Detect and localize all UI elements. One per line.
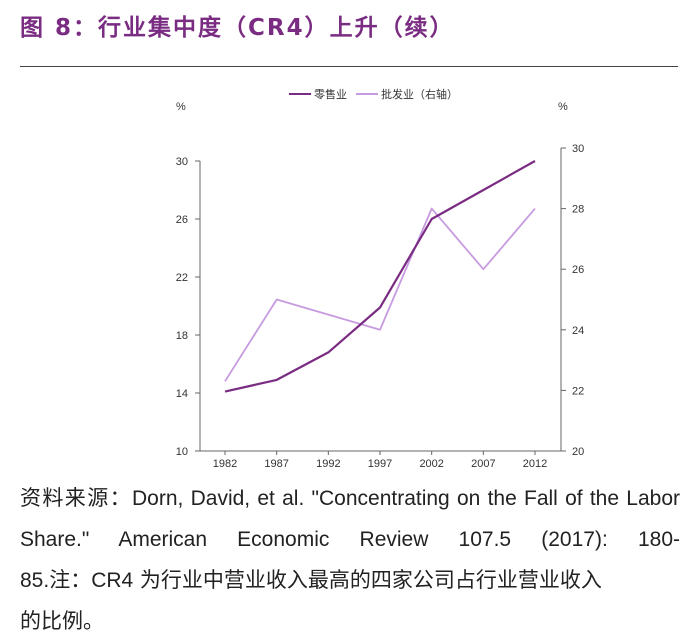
legend-label-retail: 零售业 bbox=[314, 87, 347, 101]
x-tick-label-2002: 2002 bbox=[419, 458, 443, 470]
source-note: 资料来源：Dorn, David, et al. "Concentrating … bbox=[20, 478, 680, 642]
right-axis-unit: % bbox=[558, 101, 568, 113]
legend: 零售业 批发业（右轴） bbox=[289, 87, 458, 101]
line-chart: 零售业 批发业（右轴） % % 10 14 18 22 26 30 20 22 24 26 28 3… bbox=[176, 87, 585, 470]
x-tick-label-1987: 1987 bbox=[264, 458, 288, 470]
series-line-retail bbox=[224, 160, 536, 393]
x-tick-label-2007: 2007 bbox=[471, 458, 495, 470]
x-tick-label-1982: 1982 bbox=[213, 458, 237, 470]
series-line-wholesale bbox=[224, 207, 536, 382]
note-cr4: CR4 bbox=[91, 569, 134, 592]
x-tick-label-1997: 1997 bbox=[368, 458, 392, 470]
figure-title: 图 8：行业集中度（CR4）上升（续） bbox=[20, 15, 455, 41]
right-tick-label-30: 30 bbox=[572, 143, 584, 155]
title-divider bbox=[20, 66, 678, 67]
right-tick-label-20: 20 bbox=[572, 446, 584, 458]
left-axis-ticks: 10 14 18 22 26 30 bbox=[176, 156, 200, 458]
source-citation-line2: Labor Share." American Economic Review 1… bbox=[20, 487, 680, 551]
series-layer bbox=[224, 160, 536, 393]
note-prefix: 注： bbox=[49, 568, 92, 592]
note-text-end: 的比例。 bbox=[20, 609, 104, 633]
left-axis-unit: % bbox=[176, 101, 186, 113]
left-tick-label-14: 14 bbox=[176, 388, 188, 400]
source-citation-line1: Dorn, David, et al. "Concentrating on th… bbox=[132, 487, 620, 510]
right-tick-label-28: 28 bbox=[572, 204, 584, 216]
right-tick-label-26: 26 bbox=[572, 264, 584, 276]
right-tick-label-24: 24 bbox=[572, 325, 584, 337]
left-tick-label-22: 22 bbox=[176, 272, 188, 284]
x-tick-label-2012: 2012 bbox=[523, 458, 547, 470]
left-tick-label-18: 18 bbox=[176, 330, 188, 342]
source-prefix: 资料来源： bbox=[20, 486, 133, 510]
right-tick-label-22: 22 bbox=[572, 385, 584, 397]
source-citation-pages: 85. bbox=[20, 569, 50, 592]
right-axis-ticks: 20 22 24 26 28 30 bbox=[561, 143, 584, 458]
left-tick-label-10: 10 bbox=[176, 446, 188, 458]
left-tick-label-26: 26 bbox=[176, 214, 188, 226]
x-tick-label-1992: 1992 bbox=[316, 458, 340, 470]
legend-label-wholesale: 批发业（右轴） bbox=[381, 87, 458, 101]
note-text: 为行业中营业收入最高的四家公司占行业营业收入 bbox=[133, 568, 602, 592]
left-tick-label-30: 30 bbox=[176, 156, 188, 168]
x-axis-ticks: 1982 1987 1992 1997 2002 2007 2012 bbox=[213, 451, 547, 470]
